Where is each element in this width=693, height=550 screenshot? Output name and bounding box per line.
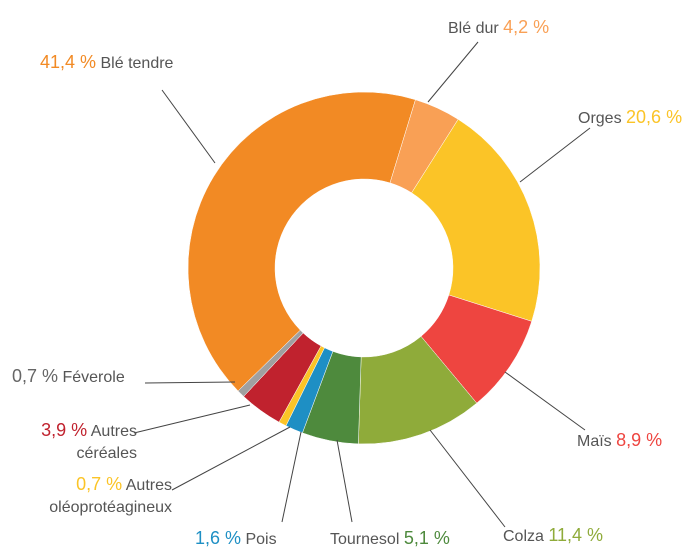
slice-label: Tournesol 5,1 %	[330, 527, 450, 550]
slice	[187, 91, 416, 392]
slice-label: Maïs 8,9 %	[577, 429, 662, 453]
slice-label: 1,6 % Pois	[195, 527, 277, 550]
category-name: Blé tendre	[100, 55, 174, 72]
slice-label: 41,4 % Blé tendre	[40, 51, 173, 75]
slice-label: 0,7 % Féverole	[12, 365, 125, 389]
slice-label: 3,9 % Autres céréales	[9, 419, 137, 465]
leader-line	[427, 41, 479, 103]
value-label: 5,1 %	[403, 528, 450, 548]
leader-line	[429, 429, 506, 528]
leader-line	[144, 381, 236, 384]
leader-line	[519, 127, 591, 183]
category-name: Colza	[503, 528, 544, 545]
category-name: Pois	[245, 531, 277, 548]
value-label: 41,4 %	[40, 52, 97, 72]
category-name: Orges	[578, 110, 622, 127]
value-label: 11,4 %	[548, 525, 604, 545]
slice-label: Orges 20,6 %	[578, 106, 682, 130]
slice-label: Blé dur 4,2 %	[448, 16, 549, 40]
value-label: 8,9 %	[616, 430, 663, 450]
leader-line	[171, 426, 291, 491]
category-name: Maïs	[577, 433, 612, 450]
slice	[411, 118, 541, 322]
value-label: 0,7 %	[76, 474, 123, 494]
category-name: Tournesol	[330, 531, 400, 548]
leader-line	[133, 404, 251, 434]
slice	[237, 329, 304, 397]
leader-line	[504, 371, 586, 431]
value-label: 3,9 %	[41, 420, 88, 440]
value-label: 1,6 %	[195, 528, 242, 548]
leader-line	[161, 89, 216, 164]
value-label: 0,7 %	[12, 366, 59, 386]
category-name: Féverole	[62, 369, 125, 386]
category-name: Blé dur	[448, 20, 499, 37]
category-name: Autres céréales	[76, 423, 137, 462]
slice-label: Colza 11,4 %	[503, 524, 603, 548]
value-label: 20,6 %	[626, 107, 683, 127]
leader-line	[281, 431, 302, 523]
category-name: Autres oléoprotéagineux	[49, 477, 172, 516]
leader-line	[336, 439, 353, 523]
slice-label: 0,7 % Autres oléoprotéagineux	[32, 473, 172, 519]
value-label: 4,2 %	[503, 17, 550, 37]
